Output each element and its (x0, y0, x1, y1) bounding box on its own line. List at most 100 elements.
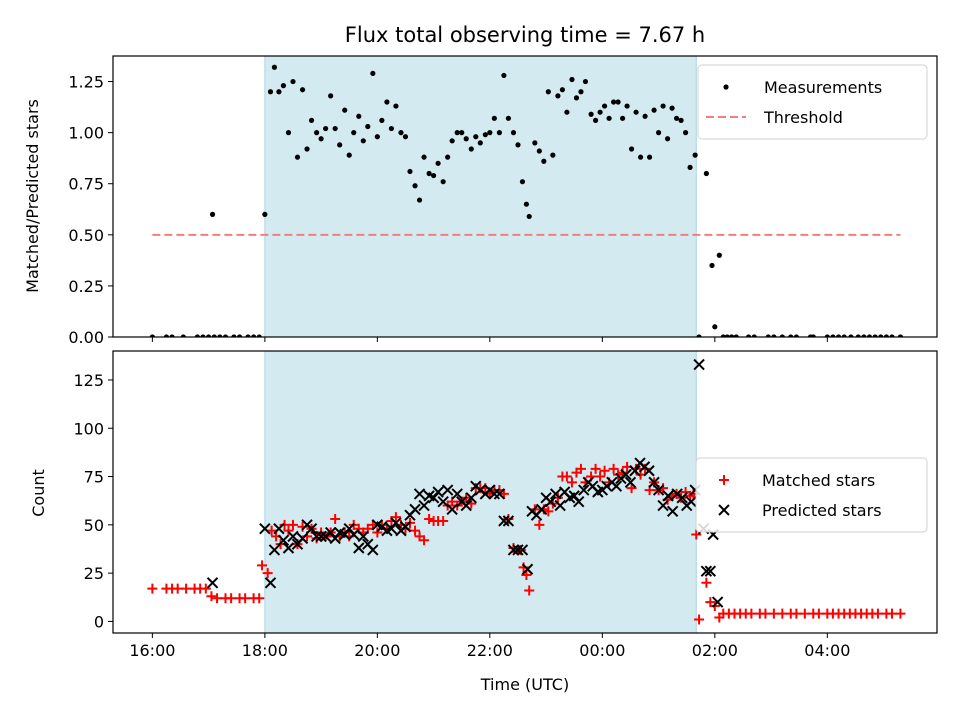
data-point (367, 544, 379, 556)
data-point (283, 525, 294, 536)
data-point (657, 499, 669, 512)
data-point (308, 117, 315, 123)
data-point (716, 252, 722, 258)
data-point (810, 334, 816, 337)
data-point (830, 334, 836, 337)
data-point (703, 170, 709, 177)
data-point (545, 89, 551, 95)
data-point (413, 488, 426, 500)
data-point (745, 334, 752, 337)
data-point (279, 519, 290, 530)
data-point (390, 512, 401, 523)
x-tick-label: 02:00 (692, 641, 738, 660)
data-point (468, 146, 474, 152)
data-point (323, 125, 329, 132)
data-point (217, 334, 223, 337)
data-point (872, 608, 883, 619)
data-point (751, 334, 757, 337)
data-point (534, 519, 545, 530)
data-point (779, 334, 785, 337)
legend-marker (723, 84, 729, 90)
y-tick-label: 75 (84, 468, 104, 487)
data-point (231, 334, 237, 337)
data-point (194, 334, 200, 337)
data-point (477, 140, 483, 146)
data-point (620, 468, 632, 481)
axes-frame (112, 350, 938, 634)
x-tick-label: 16:00 (129, 641, 175, 660)
data-point (897, 334, 904, 337)
data-point (147, 583, 158, 594)
data-point (388, 125, 395, 132)
data-point (532, 140, 538, 146)
data-point (516, 544, 529, 556)
data-point (588, 111, 594, 117)
data-point (555, 93, 561, 99)
data-point (206, 334, 212, 337)
x-axis-label: Time (UTC) (480, 675, 569, 694)
data-point (720, 334, 726, 337)
data-point (410, 525, 421, 536)
data-point (315, 530, 327, 543)
data-point (424, 514, 435, 525)
data-point (543, 506, 554, 517)
data-point (342, 107, 348, 113)
data-point (544, 495, 557, 508)
data-point (768, 608, 779, 619)
data-point (566, 477, 577, 488)
data-point (264, 577, 277, 589)
series-predicted-stars (206, 358, 724, 608)
data-point (356, 113, 362, 119)
data-point (669, 105, 675, 111)
data-point (488, 488, 501, 500)
legend-box (695, 457, 928, 533)
data-point (799, 608, 810, 619)
data-point (431, 172, 437, 179)
data-point (398, 130, 404, 136)
data-point (259, 522, 271, 535)
data-point (507, 544, 520, 556)
data-point (575, 463, 586, 474)
data-point (642, 113, 648, 119)
y-tick-label: 125 (73, 371, 104, 390)
data-point (646, 154, 653, 160)
data-point (493, 488, 506, 500)
legend: Measurements Threshold (697, 64, 928, 140)
data-point (437, 495, 449, 508)
data-point (536, 148, 542, 154)
legend-marker (718, 504, 730, 516)
data-point (271, 64, 278, 70)
data-point (704, 565, 717, 577)
x-tick-label: 00:00 (579, 641, 625, 660)
data-point (601, 103, 608, 109)
data-point (180, 334, 186, 337)
data-point (296, 532, 309, 545)
data-point (282, 542, 295, 554)
data-point (330, 514, 341, 525)
data-point (883, 334, 889, 337)
data-point (212, 593, 223, 604)
data-point (535, 503, 548, 516)
data-point (200, 334, 206, 337)
data-point (709, 262, 715, 269)
data-point (346, 152, 352, 158)
data-point (487, 130, 493, 136)
data-point (573, 495, 585, 508)
data-point (685, 495, 697, 508)
data-point (412, 183, 418, 189)
data-point (590, 463, 601, 474)
legend-marker (719, 475, 729, 485)
data-point (277, 534, 290, 546)
data-point (262, 568, 273, 579)
data-point (655, 130, 662, 136)
data-point (310, 530, 323, 543)
data-point (694, 614, 705, 625)
y-axis-label: Matched/Predicted stars (23, 99, 42, 293)
data-point (510, 130, 517, 136)
data-point (169, 334, 175, 337)
data-point (724, 334, 730, 337)
data-point (521, 563, 534, 575)
data-point (701, 577, 712, 588)
data-points (149, 64, 904, 337)
legend-box (697, 64, 928, 140)
